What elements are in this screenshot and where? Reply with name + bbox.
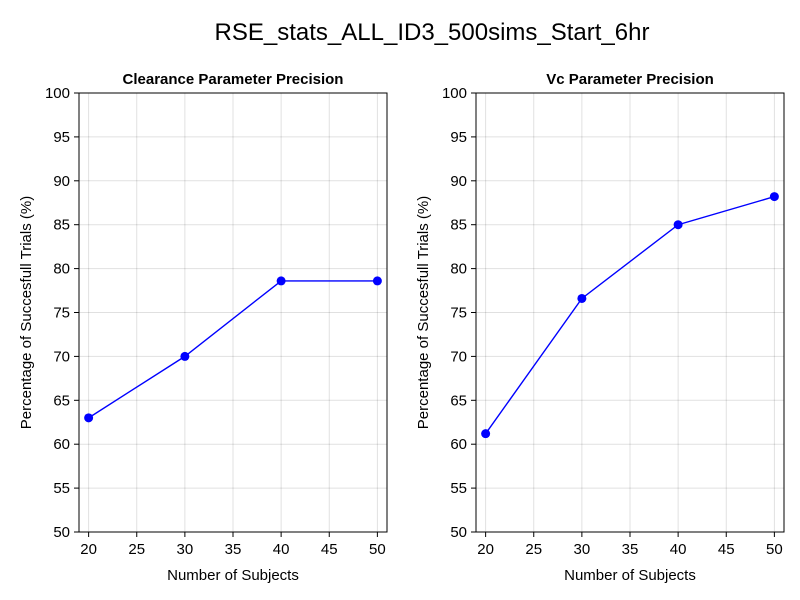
clearance-x-tick-label-3: 35 [225, 541, 242, 558]
clearance-plot: 20 25 30 35 40 45 50 50 55 60 65 70 75 80 85 90 95 100 Cle… [18, 71, 387, 584]
vc-x-axis-label: Number of Subjects [564, 567, 696, 584]
clearance-y-tick-label-0: 50 [53, 524, 70, 541]
clearance-x-tick-label-2: 30 [177, 541, 194, 558]
vc-y-tick-label-4: 70 [450, 348, 467, 365]
clearance-x-tick-label-0: 20 [80, 541, 97, 558]
vc-y-tick-label-5: 75 [450, 305, 467, 322]
clearance-plot-title: Clearance Parameter Precision [123, 71, 344, 88]
vc-data-point-0 [481, 429, 490, 438]
clearance-x-axis-label: Number of Subjects [167, 567, 299, 584]
clearance-y-tick-label-4: 70 [53, 348, 70, 365]
clearance-y-tick-label-6: 80 [53, 261, 70, 278]
vc-y-tick-label-6: 80 [450, 261, 467, 278]
clearance-data-point-0 [84, 413, 93, 422]
clearance-x-tick-label-4: 40 [273, 541, 290, 558]
vc-x-tick-label-0: 20 [477, 541, 494, 558]
vc-y-tick-label-2: 60 [450, 436, 467, 453]
clearance-y-tick-label-5: 75 [53, 305, 70, 322]
vc-y-tick-label-3: 65 [450, 392, 467, 409]
vc-x-tick-label-3: 35 [622, 541, 639, 558]
vc-y-tick-label-0: 50 [450, 524, 467, 541]
clearance-x-tick-label-6: 50 [369, 541, 386, 558]
clearance-y-tick-label-2: 60 [53, 436, 70, 453]
vc-y-axis-label: Percentage of Succesfull Trials (%) [415, 196, 432, 429]
vc-y-tick-label-10: 100 [442, 85, 467, 102]
vc-x-tick-label-4: 40 [670, 541, 687, 558]
clearance-x-tick-label-5: 45 [321, 541, 338, 558]
vc-data-point-2 [674, 220, 683, 229]
clearance-y-tick-label-8: 90 [53, 173, 70, 190]
clearance-y-tick-label-10: 100 [45, 85, 70, 102]
vc-plot-title: Vc Parameter Precision [546, 71, 714, 88]
clearance-y-tick-label-1: 55 [53, 480, 70, 497]
clearance-y-axis-label: Percentage of Succesfull Trials (%) [18, 196, 35, 429]
clearance-data-point-1 [180, 352, 189, 361]
vc-y-tick-label-1: 55 [450, 480, 467, 497]
vc-x-tick-label-2: 30 [574, 541, 591, 558]
vc-x-tick-label-6: 50 [766, 541, 783, 558]
clearance-x-tick-label-1: 25 [128, 541, 145, 558]
vc-data-point-3 [770, 192, 779, 201]
vc-y-tick-label-8: 90 [450, 173, 467, 190]
vc-x-tick-label-1: 25 [525, 541, 542, 558]
clearance-y-tick-label-9: 95 [53, 129, 70, 146]
vc-data-point-1 [577, 294, 586, 303]
clearance-y-tick-label-3: 65 [53, 392, 70, 409]
clearance-y-tick-label-7: 85 [53, 217, 70, 234]
figure-title: RSE_stats_ALL_ID3_500sims_Start_6hr [215, 19, 650, 46]
vc-plot: 20 25 30 35 40 45 50 50 55 60 65 70 75 80 85 90 95 100 Vc … [415, 71, 784, 584]
vc-y-tick-label-7: 85 [450, 217, 467, 234]
vc-y-tick-label-9: 95 [450, 129, 467, 146]
vc-x-tick-label-5: 45 [718, 541, 735, 558]
clearance-data-point-3 [373, 276, 382, 285]
clearance-data-point-2 [277, 276, 286, 285]
